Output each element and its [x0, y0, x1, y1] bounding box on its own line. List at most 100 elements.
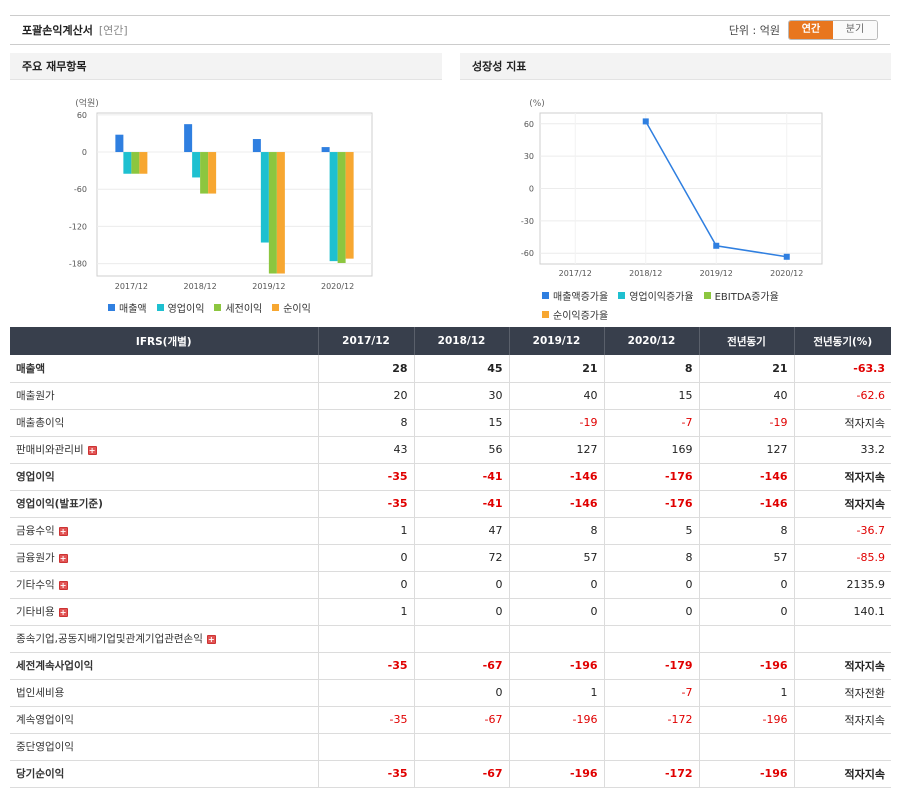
row-label-text: 금융수익 — [16, 525, 55, 537]
x-tick-label: 2019/12 — [252, 282, 285, 291]
row-label-text: 영업이익(발표기준) — [16, 498, 103, 510]
legend-swatch — [703, 292, 711, 299]
value-cell: -196 — [509, 652, 605, 680]
table-row: 종속기업,공동지배기업및관계기업관련손익 + — [10, 625, 891, 653]
row-label-text: 금융원가 — [16, 552, 55, 564]
legend-item: 매출액 — [108, 300, 147, 315]
row-label-text: 계속영업이익 — [16, 714, 74, 726]
column-header: IFRS(개별) — [10, 327, 319, 355]
column-header: 전년동기 — [699, 327, 795, 355]
value-cell: -196 — [509, 706, 605, 734]
value-cell: -7 — [604, 409, 700, 437]
expand-icon[interactable]: + — [87, 445, 97, 455]
row-label-text: 종속기업,공동지배기업및관계기업관련손익 — [16, 633, 203, 645]
value-cell: 8 — [604, 544, 700, 572]
expand-icon[interactable]: + — [58, 526, 68, 536]
bar-chart-legend: 매출액 영업이익 세전이익 순이익 — [108, 300, 311, 315]
row-label: 영업이익 — [10, 463, 319, 491]
legend-item: 세전이익 — [214, 300, 262, 315]
column-header: 전년동기(%) — [794, 327, 891, 355]
table-row: 영업이익 -35 -41 -146 -176 -146 적자지속 — [10, 463, 891, 491]
value-cell: -176 — [604, 463, 700, 491]
row-label-text: 기타비용 — [16, 606, 55, 618]
period-toggle: 연간 분기 — [788, 20, 878, 40]
row-label-text: 세전계속사업이익 — [16, 660, 94, 672]
value-cell: 28 — [318, 355, 415, 383]
value-cell: -35 — [318, 652, 415, 680]
value-cell: -196 — [699, 652, 795, 680]
value-cell — [414, 733, 510, 761]
value-cell: 40 — [509, 382, 605, 410]
legend-swatch — [542, 311, 549, 318]
plot-area — [96, 112, 373, 277]
value-cell: 21 — [699, 355, 795, 383]
y-tick-label: 0 — [529, 185, 534, 194]
row-label: 판매비와관리비 + — [10, 436, 319, 464]
value-cell: 1 — [509, 679, 605, 707]
legend-swatch — [214, 304, 222, 311]
legend-item: 매출액증가율 — [542, 288, 608, 303]
value-cell — [699, 625, 795, 653]
value-cell: 0 — [604, 571, 700, 599]
value-cell: -36.7 — [794, 517, 891, 545]
value-cell: -19 — [509, 409, 605, 437]
point-매출액증가율 — [642, 118, 649, 125]
value-cell — [604, 733, 700, 761]
bar-매출액 — [115, 134, 124, 153]
value-cell: 적자지속 — [794, 463, 891, 491]
value-cell: 1 — [699, 679, 795, 707]
legend-swatch — [542, 292, 549, 299]
value-cell — [509, 733, 605, 761]
y-tick-label: -60 — [521, 249, 534, 258]
expand-icon[interactable]: + — [58, 553, 68, 563]
statement-period: [연간] — [98, 24, 128, 37]
bar-순이익 — [345, 152, 354, 259]
value-cell — [318, 625, 415, 653]
row-label: 금융수익 + — [10, 517, 319, 545]
row-label: 기타수익 + — [10, 571, 319, 599]
unit-label: 단위 : 억원 — [728, 24, 780, 37]
column-header: 2017/12 — [318, 327, 415, 355]
column-header: 2020/12 — [604, 327, 700, 355]
row-label: 매출총이익 — [10, 409, 319, 437]
annual-tab[interactable]: 연간 — [789, 21, 833, 39]
y-tick-label: 30 — [524, 152, 534, 161]
value-cell: 56 — [414, 436, 510, 464]
value-cell: 0 — [699, 598, 795, 626]
table-row: 영업이익(발표기준) -35 -41 -146 -176 -146 적자지속 — [10, 490, 891, 518]
header-controls: 단위 : 억원 연간 분기 — [729, 20, 878, 40]
legend-label: EBITDA증가율 — [714, 292, 779, 303]
value-cell: 적자지속 — [794, 706, 891, 734]
value-cell: -146 — [509, 463, 605, 491]
expand-icon[interactable]: + — [206, 634, 216, 644]
y-tick-label: 60 — [524, 120, 534, 129]
legend-item: 순이익증가율 — [542, 307, 608, 322]
quarterly-tab[interactable]: 분기 — [833, 21, 877, 39]
value-cell: 8 — [509, 517, 605, 545]
value-cell: 적자전환 — [794, 679, 891, 707]
value-cell — [794, 625, 891, 653]
bar-매출액 — [184, 124, 193, 153]
value-cell: 47 — [414, 517, 510, 545]
value-cell: 8 — [318, 409, 415, 437]
table-body: 매출액 28 45 21 8 21 -63.3 매출원가 20 30 40 15 40 -62.6 매출총이… — [10, 355, 891, 788]
value-cell: 0 — [509, 571, 605, 599]
growth-panel: 성장성 지표 (%) 60 30 0 -30 -60 2017/12 2018/12 2019/… — [460, 53, 891, 323]
bar-영업이익 — [260, 152, 269, 243]
legend-item: 순이익 — [272, 300, 311, 315]
income-statement-table: IFRS(개별) 2017/12 2018/12 2019/12 2020/12 전년동기… — [10, 327, 891, 788]
x-tick-label: 2017/12 — [115, 282, 148, 291]
value-cell: 5 — [604, 517, 700, 545]
value-cell — [699, 733, 795, 761]
value-cell: 0 — [318, 571, 415, 599]
bar-세전이익 — [131, 152, 140, 174]
value-cell: 적자지속 — [794, 652, 891, 680]
point-매출액증가율 — [713, 242, 720, 249]
growth-title: 성장성 지표 — [460, 53, 891, 80]
value-cell: -41 — [414, 463, 510, 491]
value-cell: 2135.9 — [794, 571, 891, 599]
expand-icon[interactable]: + — [58, 607, 68, 617]
row-label: 세전계속사업이익 — [10, 652, 319, 680]
expand-icon[interactable]: + — [58, 580, 68, 590]
table-row: 매출총이익 8 15 -19 -7 -19 적자지속 — [10, 409, 891, 437]
